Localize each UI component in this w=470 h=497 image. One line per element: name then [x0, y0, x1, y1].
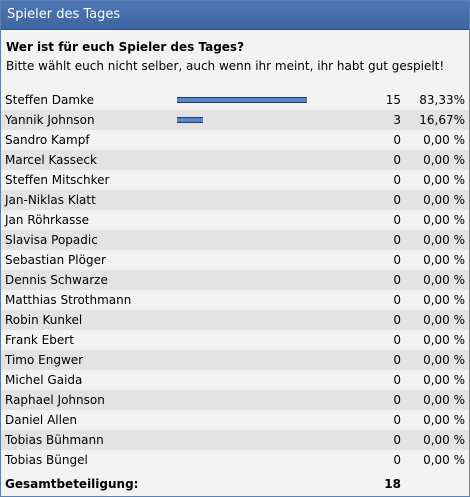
option-votes: 0 [393, 333, 401, 347]
poll-option-row: Sebastian Plöger 0 0,00 % [1, 250, 469, 270]
option-votes: 0 [393, 253, 401, 267]
option-percent: 0,00 % [423, 313, 465, 327]
option-percent: 0,00 % [423, 333, 465, 347]
poll-option-row: Yannik Johnson 3 16,67% [1, 110, 469, 130]
option-percent: 16,67% [419, 113, 465, 127]
vote-bar [177, 117, 203, 123]
poll-option-row: Steffen Mitschker 0 0,00 % [1, 170, 469, 190]
option-percent: 0,00 % [423, 273, 465, 287]
option-name: Frank Ebert [5, 333, 74, 347]
poll-option-row: Jan Röhrkasse 0 0,00 % [1, 210, 469, 230]
total-votes: 18 [384, 477, 401, 491]
option-percent: 0,00 % [423, 373, 465, 387]
option-percent: 0,00 % [423, 393, 465, 407]
poll-option-row: Raphael Johnson 0 0,00 % [1, 390, 469, 410]
option-name: Timo Engwer [5, 353, 84, 367]
poll-option-row: Frank Ebert 0 0,00 % [1, 330, 469, 350]
option-percent: 0,00 % [423, 153, 465, 167]
poll-option-row: Dennis Schwarze 0 0,00 % [1, 270, 469, 290]
option-name: Robin Kunkel [5, 313, 83, 327]
poll-option-row: Michel Gaida 0 0,00 % [1, 370, 469, 390]
option-votes: 0 [393, 153, 401, 167]
option-name: Yannik Johnson [5, 113, 95, 127]
option-votes: 0 [393, 393, 401, 407]
option-percent: 0,00 % [423, 233, 465, 247]
poll-option-row: Timo Engwer 0 0,00 % [1, 350, 469, 370]
option-votes: 0 [393, 233, 401, 247]
option-percent: 0,00 % [423, 193, 465, 207]
option-name: Steffen Mitschker [5, 173, 110, 187]
poll-question: Wer ist für euch Spieler des Tages? [6, 40, 245, 54]
option-votes: 3 [393, 113, 401, 127]
option-percent: 0,00 % [423, 173, 465, 187]
option-votes: 15 [385, 93, 401, 107]
poll-results-list: Steffen Damke 15 83,33% Yannik Johnson 3 16,6… [1, 90, 469, 470]
poll-option-row: Steffen Damke 15 83,33% [1, 90, 469, 110]
poll-option-row: Robin Kunkel 0 0,00 % [1, 310, 469, 330]
option-name: Steffen Damke [5, 93, 94, 107]
option-percent: 0,00 % [423, 353, 465, 367]
option-votes: 0 [393, 273, 401, 287]
option-name: Michel Gaida [5, 373, 83, 387]
option-votes: 0 [393, 173, 401, 187]
option-percent: 0,00 % [423, 413, 465, 427]
option-percent: 0,00 % [423, 253, 465, 267]
option-name: Tobias Bühmann [5, 433, 104, 447]
option-votes: 0 [393, 453, 401, 467]
poll-option-row: Sandro Kampf 0 0,00 % [1, 130, 469, 150]
option-votes: 0 [393, 433, 401, 447]
option-name: Tobias Büngel [5, 453, 88, 467]
option-votes: 0 [393, 413, 401, 427]
poll-option-row: Daniel Allen 0 0,00 % [1, 410, 469, 430]
poll-option-row: Tobias Büngel 0 0,00 % [1, 450, 469, 470]
option-votes: 0 [393, 373, 401, 387]
option-name: Sandro Kampf [5, 133, 90, 147]
option-name: Jan Röhrkasse [5, 213, 89, 227]
total-label: Gesamtbeteiligung: [5, 477, 139, 491]
option-name: Slavisa Popadic [5, 233, 98, 247]
option-percent: 83,33% [419, 93, 465, 107]
option-votes: 0 [393, 313, 401, 327]
poll-option-row: Marcel Kasseck 0 0,00 % [1, 150, 469, 170]
option-votes: 0 [393, 293, 401, 307]
poll-option-row: Jan-Niklas Klatt 0 0,00 % [1, 190, 469, 210]
option-name: Daniel Allen [5, 413, 77, 427]
poll-option-row: Slavisa Popadic 0 0,00 % [1, 230, 469, 250]
option-name: Jan-Niklas Klatt [5, 193, 96, 207]
poll-total-row: Gesamtbeteiligung: 18 [1, 473, 469, 495]
poll-hint: Bitte wählt euch nicht selber, auch wenn… [6, 59, 445, 73]
option-name: Sebastian Plöger [5, 253, 106, 267]
option-percent: 0,00 % [423, 433, 465, 447]
option-percent: 0,00 % [423, 213, 465, 227]
poll-option-row: Matthias Strothmann 0 0,00 % [1, 290, 469, 310]
option-votes: 0 [393, 353, 401, 367]
option-percent: 0,00 % [423, 293, 465, 307]
option-votes: 0 [393, 213, 401, 227]
option-name: Dennis Schwarze [5, 273, 108, 287]
option-percent: 0,00 % [423, 453, 465, 467]
vote-bar [177, 97, 307, 103]
option-name: Raphael Johnson [5, 393, 105, 407]
option-votes: 0 [393, 193, 401, 207]
option-percent: 0,00 % [423, 133, 465, 147]
option-votes: 0 [393, 133, 401, 147]
option-name: Matthias Strothmann [5, 293, 132, 307]
poll-title: Spieler des Tages [1, 1, 469, 30]
poll-option-row: Tobias Bühmann 0 0,00 % [1, 430, 469, 450]
option-name: Marcel Kasseck [5, 153, 97, 167]
